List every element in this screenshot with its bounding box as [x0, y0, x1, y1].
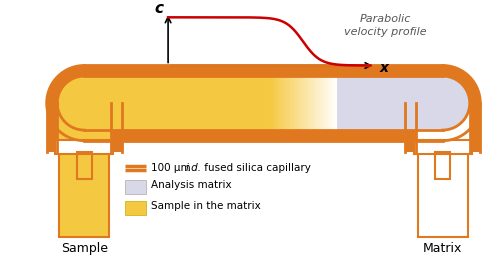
Polygon shape	[328, 76, 330, 130]
Polygon shape	[272, 76, 274, 130]
Text: c: c	[154, 1, 163, 16]
Polygon shape	[124, 180, 146, 194]
Polygon shape	[293, 76, 294, 130]
Polygon shape	[283, 76, 284, 130]
Polygon shape	[442, 76, 469, 130]
Polygon shape	[326, 76, 328, 130]
Polygon shape	[56, 140, 113, 154]
Polygon shape	[303, 76, 304, 130]
Text: Parabolic: Parabolic	[359, 14, 410, 24]
Polygon shape	[288, 76, 290, 130]
Polygon shape	[59, 152, 110, 237]
Polygon shape	[46, 65, 84, 141]
Polygon shape	[330, 76, 332, 130]
Polygon shape	[313, 76, 315, 130]
Polygon shape	[322, 76, 323, 130]
Polygon shape	[325, 76, 326, 130]
Polygon shape	[334, 76, 335, 130]
Polygon shape	[58, 76, 84, 130]
Text: 100 μm: 100 μm	[150, 163, 194, 173]
Polygon shape	[281, 76, 283, 130]
Polygon shape	[271, 76, 272, 130]
Polygon shape	[416, 103, 470, 152]
Polygon shape	[84, 65, 442, 141]
Polygon shape	[284, 76, 286, 130]
Polygon shape	[291, 76, 293, 130]
Polygon shape	[306, 76, 308, 130]
Polygon shape	[280, 76, 281, 130]
Polygon shape	[286, 76, 288, 130]
Polygon shape	[274, 76, 276, 130]
Polygon shape	[296, 76, 298, 130]
Polygon shape	[302, 76, 303, 130]
Polygon shape	[310, 76, 312, 130]
Polygon shape	[335, 76, 336, 130]
Polygon shape	[84, 76, 442, 130]
Polygon shape	[270, 76, 271, 130]
Polygon shape	[316, 76, 318, 130]
Polygon shape	[290, 76, 291, 130]
Polygon shape	[442, 65, 480, 141]
Polygon shape	[58, 103, 111, 152]
Text: Matrix: Matrix	[423, 242, 463, 255]
Polygon shape	[58, 76, 84, 130]
Polygon shape	[414, 140, 472, 154]
Text: Sample: Sample	[61, 242, 108, 255]
Polygon shape	[312, 76, 313, 130]
Polygon shape	[278, 76, 280, 130]
Polygon shape	[124, 201, 146, 215]
Polygon shape	[405, 103, 480, 152]
Text: fused silica capillary: fused silica capillary	[201, 163, 310, 173]
Polygon shape	[294, 76, 296, 130]
Polygon shape	[276, 76, 278, 130]
Polygon shape	[308, 76, 310, 130]
Polygon shape	[332, 76, 334, 130]
Text: velocity profile: velocity profile	[344, 27, 426, 37]
Polygon shape	[320, 76, 322, 130]
Text: Sample in the matrix: Sample in the matrix	[150, 201, 260, 211]
Polygon shape	[46, 103, 122, 152]
Polygon shape	[304, 76, 306, 130]
Polygon shape	[442, 76, 469, 130]
Polygon shape	[315, 76, 316, 130]
Polygon shape	[336, 76, 442, 130]
Polygon shape	[323, 76, 325, 130]
Polygon shape	[318, 76, 320, 130]
Polygon shape	[418, 152, 468, 237]
Text: Analysis matrix: Analysis matrix	[150, 180, 232, 190]
Text: i.d.: i.d.	[186, 163, 202, 173]
Polygon shape	[84, 76, 270, 130]
Text: x: x	[379, 62, 388, 76]
Polygon shape	[298, 76, 300, 130]
Polygon shape	[300, 76, 302, 130]
